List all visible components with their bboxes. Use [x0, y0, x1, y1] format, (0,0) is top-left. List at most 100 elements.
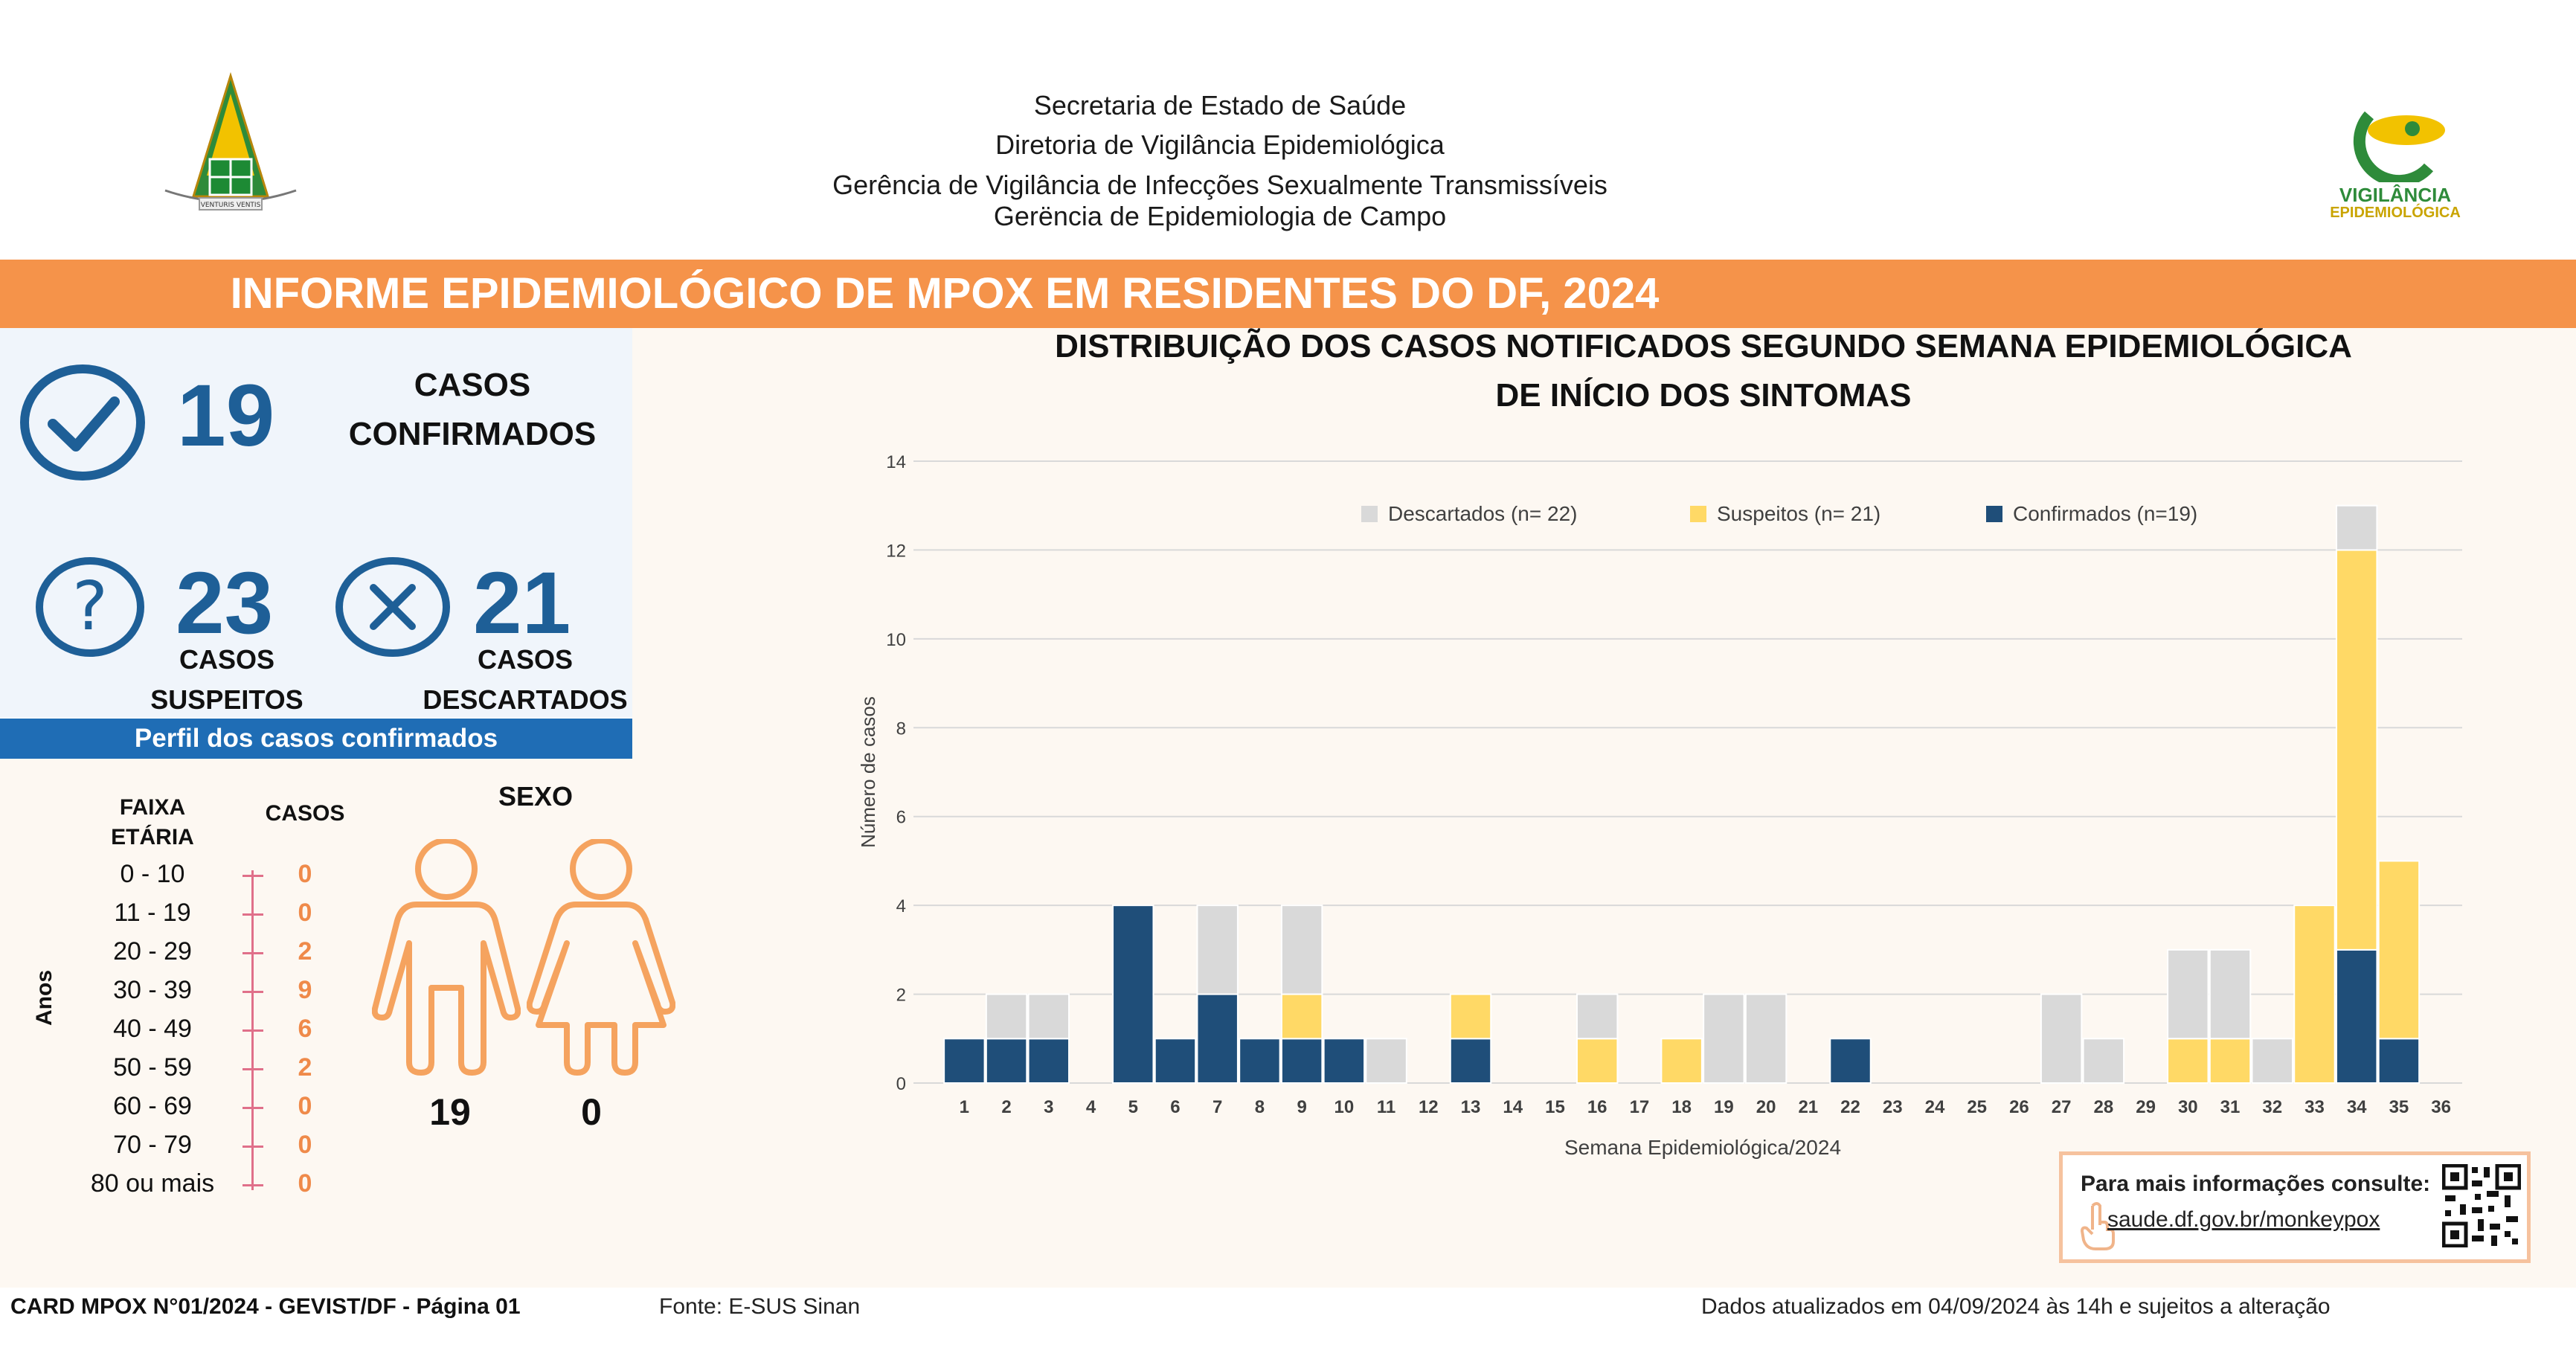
y-tick-label: 12	[886, 541, 906, 561]
x-tick-label: 18	[1671, 1097, 1692, 1117]
age-axis-tick	[242, 952, 263, 954]
male-figure-icon	[371, 838, 521, 1077]
x-tick-label: 5	[1128, 1097, 1138, 1117]
bar-segment	[1027, 993, 1070, 1040]
age-case-count: 0	[298, 1169, 312, 1198]
y-tick-label: 10	[886, 630, 906, 650]
bar-segment	[2293, 905, 2336, 1085]
data-source: Fonte: E-SUS Sinan	[659, 1294, 861, 1319]
age-range-label: 30 - 39	[113, 976, 192, 1004]
sex-title: SEXO	[498, 781, 574, 812]
legend-swatch	[1986, 506, 2002, 522]
chart-panel	[632, 328, 2576, 1288]
age-header-line1: FAIXA	[119, 795, 186, 820]
y-tick-label: 6	[896, 808, 906, 828]
confirmed-label-line2: CONFIRMADOS	[348, 416, 597, 452]
vigilancia-logo: VIGILÂNCIA EPIDEMIOLÓGICA	[2325, 100, 2466, 227]
age-axis-tick	[242, 991, 263, 993]
age-header-line2: ETÁRIA	[111, 825, 194, 849]
bar-segment	[1280, 905, 1323, 995]
age-axis-tick	[242, 1068, 263, 1070]
more-info-box: Para mais informações consulte: saude.df…	[2059, 1151, 2531, 1263]
discarded-count: 21	[473, 554, 571, 652]
bar-segment	[985, 993, 1028, 1040]
age-axis-tick	[242, 1184, 263, 1186]
chart-title-line2: DE INÍCIO DOS SINTOMAS	[1495, 377, 1912, 414]
x-tick-label: 33	[2304, 1097, 2325, 1117]
bar-segment	[2167, 1038, 2209, 1084]
check-circle-icon	[19, 363, 146, 482]
age-case-count: 6	[298, 1015, 312, 1043]
header-line-3: Gerência de Vigilância de Infecções Sexu…	[832, 170, 1607, 200]
y-tick-label: 4	[896, 896, 906, 916]
legend-label: Suspeitos (n= 21)	[1717, 502, 1880, 525]
x-tick-label: 23	[1883, 1097, 1903, 1117]
x-tick-label: 20	[1756, 1097, 1776, 1117]
age-range-label: 60 - 69	[113, 1092, 192, 1120]
bar-segment	[1449, 1038, 1492, 1084]
x-tick-label: 31	[2220, 1097, 2241, 1117]
title-banner	[0, 260, 2576, 328]
age-axis-tick	[242, 1029, 263, 1032]
age-axis-tick	[242, 1107, 263, 1109]
bar-segment	[1703, 993, 1745, 1084]
bar-segment	[1196, 993, 1239, 1084]
vigilancia-logo-line1: VIGILÂNCIA	[2339, 184, 2452, 206]
x-tick-label: 28	[2094, 1097, 2114, 1117]
more-info-title: Para mais informações consulte:	[2081, 1172, 2431, 1196]
qr-code-icon	[2441, 1163, 2522, 1248]
bar-segment	[943, 1038, 986, 1084]
age-range-label: 0 - 10	[120, 860, 185, 888]
bar-segment	[2251, 1038, 2293, 1084]
bar-segment	[1239, 1038, 1281, 1084]
x-tick-label: 25	[1967, 1097, 1987, 1117]
female-figure-icon	[526, 838, 676, 1077]
x-tick-label: 19	[1714, 1097, 1734, 1117]
age-range-label: 70 - 79	[113, 1131, 192, 1159]
x-tick-label: 24	[1925, 1097, 1945, 1117]
legend-swatch	[1361, 506, 1378, 522]
legend-swatch	[1690, 506, 1706, 522]
bar-segment	[1449, 993, 1492, 1040]
discarded-label-line2: DESCARTADOS	[423, 684, 628, 715]
bar-segment	[1280, 1038, 1323, 1084]
suspect-count: 23	[176, 554, 274, 652]
x-tick-label: 17	[1630, 1097, 1650, 1117]
crest-motto: VENTURIS VENTIS	[201, 202, 261, 209]
age-case-count: 0	[298, 1092, 312, 1120]
suspect-label-line2: SUSPEITOS	[150, 684, 303, 715]
age-case-count: 0	[298, 899, 312, 927]
bar-segment	[1112, 905, 1154, 1085]
question-circle-icon: ?	[34, 555, 146, 659]
bar-segment	[1576, 1038, 1619, 1084]
more-info-link[interactable]: saude.df.gov.br/monkeypox	[2107, 1207, 2380, 1232]
age-range-label: 40 - 49	[113, 1015, 192, 1043]
x-tick-label: 15	[1545, 1097, 1565, 1117]
x-tick-label: 8	[1255, 1097, 1265, 1117]
profile-section-title: Perfil dos casos confirmados	[0, 719, 632, 759]
x-tick-label: 11	[1377, 1097, 1395, 1117]
bar-segment	[2082, 1038, 2125, 1084]
bar-segment	[2209, 948, 2252, 1040]
y-tick-label: 8	[896, 719, 906, 739]
bar-segment	[1280, 993, 1323, 1040]
legend-label: Descartados (n= 22)	[1388, 502, 1577, 525]
bar-segment	[2335, 549, 2378, 951]
x-circle-icon	[333, 555, 452, 659]
report-title: INFORME EPIDEMIOLÓGICO DE MPOX EM RESIDE…	[230, 269, 1660, 318]
confirmed-label-line1: CASOS	[414, 367, 531, 403]
bar-segment	[985, 1038, 1028, 1084]
x-tick-label: 21	[1798, 1097, 1818, 1117]
age-case-count: 2	[298, 937, 312, 966]
age-case-count: 2	[298, 1053, 312, 1082]
bar-segment	[2377, 860, 2421, 1040]
x-tick-label: 1	[960, 1097, 969, 1117]
bar-segment	[1154, 1038, 1197, 1084]
x-tick-label: 30	[2178, 1097, 2198, 1117]
svg-text:?: ?	[72, 568, 108, 646]
age-range-label: 50 - 59	[113, 1053, 192, 1082]
x-tick-label: 3	[1044, 1097, 1053, 1117]
age-case-count: 0	[298, 860, 312, 888]
gdf-crest-logo: VENTURIS VENTIS	[164, 71, 298, 220]
x-tick-label: 9	[1297, 1097, 1306, 1117]
